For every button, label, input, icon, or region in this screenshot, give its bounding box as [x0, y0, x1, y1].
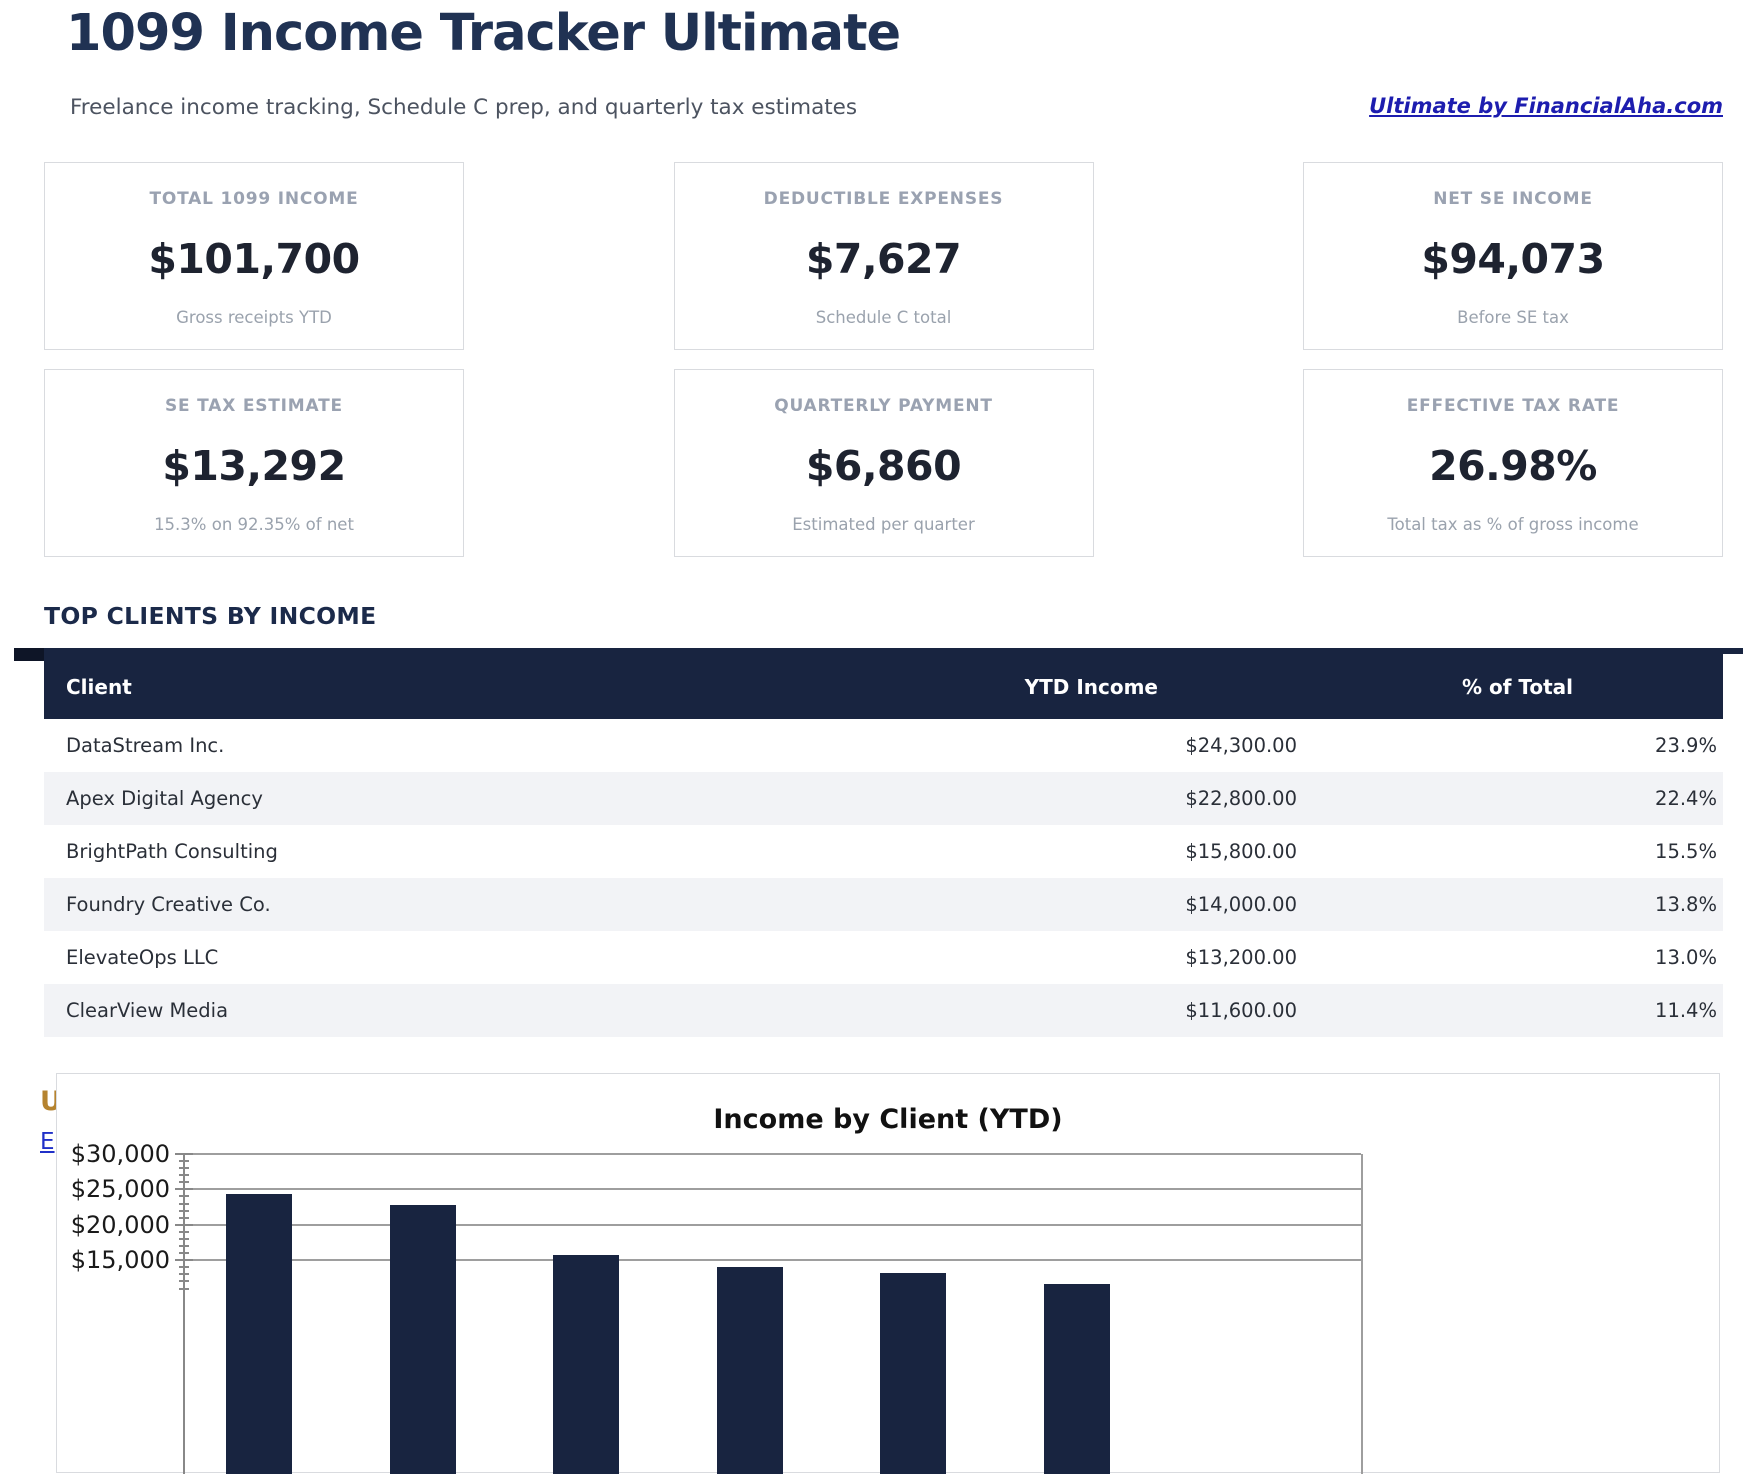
chart-bar — [553, 1254, 619, 1474]
y-axis-tick-label: $15,000 — [70, 1246, 170, 1275]
pct-of-total-cell: 22.4% — [1303, 772, 1723, 825]
chart-minor-tick — [179, 1216, 189, 1219]
column-header-pct-of-total: % of Total — [1303, 654, 1723, 719]
stat-card-value: 26.98% — [1429, 441, 1597, 490]
chart-bar — [880, 1272, 946, 1474]
chart-gridline — [184, 1188, 1361, 1191]
pct-of-total-cell: 15.5% — [1655, 840, 1717, 863]
client-name-cell: DataStream Inc. — [66, 734, 225, 757]
stat-card-caption: Schedule C total — [815, 308, 952, 327]
pct-of-total-cell: 23.9% — [1655, 734, 1717, 757]
stat-card-value: $101,700 — [148, 234, 360, 283]
table-header-row: Client YTD Income % of Total — [44, 654, 1723, 719]
chart-minor-tick — [179, 1202, 189, 1205]
table-accent-block — [14, 648, 44, 661]
stat-card: EFFECTIVE TAX RATE 26.98% Total tax as % o… — [1303, 369, 1723, 557]
stat-card-label: SE TAX ESTIMATE — [165, 396, 343, 416]
y-axis-tick-label: $25,000 — [70, 1175, 170, 1204]
ytd-income-cell: $11,600.00 — [744, 984, 1303, 1037]
chart-bar — [389, 1204, 456, 1474]
stat-card: TOTAL 1099 INCOME $101,700 Gross receipts … — [44, 162, 464, 350]
chart-minor-tick — [179, 1245, 189, 1248]
ytd-income-cell: $15,800.00 — [1185, 840, 1297, 863]
chart-gridline — [184, 1259, 1361, 1262]
client-row: DataStream Inc. $24,300.00 23.9% — [44, 719, 1723, 772]
table-accent-line — [14, 648, 1743, 654]
stat-card-caption: Gross receipts YTD — [176, 308, 332, 327]
pct-of-total-cell: 13.8% — [1303, 878, 1723, 931]
client-row: Apex Digital Agency $22,800.00 22.4% — [44, 772, 1723, 825]
y-axis-tick-label: $20,000 — [70, 1210, 170, 1239]
client-row: Foundry Creative Co. $14,000.00 13.8% — [44, 878, 1723, 931]
column-header-client: Client — [44, 654, 744, 719]
occluded-link[interactable]: E — [40, 1129, 55, 1155]
top-clients-table: Client YTD Income % of Total DataStream … — [44, 654, 1723, 1037]
stat-card-value: $13,292 — [162, 441, 346, 490]
chart-minor-tick — [179, 1181, 189, 1184]
page-title: 1099 Income Tracker Ultimate — [66, 4, 901, 63]
client-name-cell: BrightPath Consulting — [66, 840, 278, 863]
column-header-ytd-income: YTD Income — [744, 654, 1303, 719]
chart-minor-tick — [179, 1160, 189, 1163]
chart-major-tick — [175, 1223, 193, 1226]
chart-minor-tick — [179, 1280, 189, 1283]
chart-bar — [226, 1194, 292, 1474]
chart-gridline — [184, 1153, 1361, 1155]
chart-right-spine — [1361, 1154, 1363, 1474]
stat-card-caption: Estimated per quarter — [792, 515, 975, 534]
stat-card-caption: 15.3% on 92.35% of net — [154, 515, 354, 534]
stat-card-value: $7,627 — [805, 234, 962, 283]
stat-card-value: $6,860 — [805, 441, 962, 490]
y-axis-tick-label: $30,000 — [70, 1140, 170, 1168]
stat-card-label: QUARTERLY PAYMENT — [774, 396, 993, 416]
chart-minor-tick — [179, 1237, 189, 1240]
stat-card: NET SE INCOME $94,073 Before SE tax — [1303, 162, 1723, 350]
client-row: ElevateOps LLC $13,200.00 13.0% — [44, 931, 1723, 984]
brand-link[interactable]: Ultimate by FinancialAha.com — [1369, 94, 1723, 118]
chart-minor-tick — [179, 1209, 189, 1212]
stat-card-value: $94,073 — [1421, 234, 1605, 283]
chart-bar — [716, 1267, 783, 1474]
chart-minor-tick — [179, 1230, 189, 1233]
pct-of-total-cell: 11.4% — [1303, 984, 1723, 1037]
stat-card-caption: Before SE tax — [1457, 308, 1569, 327]
stat-card: DEDUCTIBLE EXPENSES $7,627 Schedule C tota… — [673, 162, 1094, 350]
chart-major-tick — [175, 1153, 193, 1155]
chart-major-tick — [175, 1188, 193, 1191]
income-chart-card: Income by Client (YTD) $30,000 $25,000 $20… — [56, 1073, 1720, 1474]
client-name-cell: Foundry Creative Co. — [44, 878, 744, 931]
stat-card-label: NET SE INCOME — [1433, 189, 1593, 209]
stat-cards: TOTAL 1099 INCOME $101,700 Gross receipts … — [44, 162, 1723, 557]
chart-minor-tick — [179, 1174, 189, 1177]
stat-card-caption: Total tax as % of gross income — [1387, 515, 1639, 534]
chart-minor-tick — [179, 1195, 189, 1198]
chart-gridline — [184, 1223, 1361, 1226]
client-name-cell: ClearView Media — [44, 984, 744, 1037]
client-row: BrightPath Consulting $15,800.00 15.5% — [44, 825, 1723, 878]
chart-minor-tick — [179, 1287, 189, 1290]
chart-minor-tick — [179, 1266, 189, 1269]
chart-minor-tick — [179, 1167, 189, 1170]
client-name-cell: Apex Digital Agency — [44, 772, 744, 825]
client-name-cell: ElevateOps LLC — [66, 946, 219, 969]
ytd-income-cell: $14,000.00 — [744, 878, 1303, 931]
chart-minor-tick — [179, 1273, 189, 1276]
stat-card-label: DEDUCTIBLE EXPENSES — [763, 189, 1004, 209]
chart-title: Income by Client (YTD) — [713, 1104, 1063, 1135]
client-row: ClearView Media $11,600.00 11.4% — [44, 984, 1723, 1037]
ytd-income-cell: $22,800.00 — [744, 772, 1303, 825]
stat-card-label: TOTAL 1099 INCOME — [149, 189, 359, 209]
page-subtitle: Freelance income tracking, Schedule C pr… — [70, 95, 858, 120]
chart-bar — [1043, 1284, 1110, 1474]
ytd-income-cell: $13,200.00 — [1185, 946, 1297, 969]
chart-minor-tick — [179, 1252, 189, 1255]
ytd-income-cell: $24,300.00 — [1185, 734, 1297, 757]
stat-card: SE TAX ESTIMATE $13,292 15.3% on 92.35% of… — [44, 369, 464, 557]
stat-card-label: EFFECTIVE TAX RATE — [1406, 396, 1620, 416]
pct-of-total-cell: 13.0% — [1655, 946, 1717, 969]
top-clients-heading: TOP CLIENTS BY INCOME — [44, 602, 377, 630]
chart-major-tick — [175, 1259, 193, 1262]
stat-card: QUARTERLY PAYMENT $6,860 Estimated per qua… — [673, 369, 1094, 557]
